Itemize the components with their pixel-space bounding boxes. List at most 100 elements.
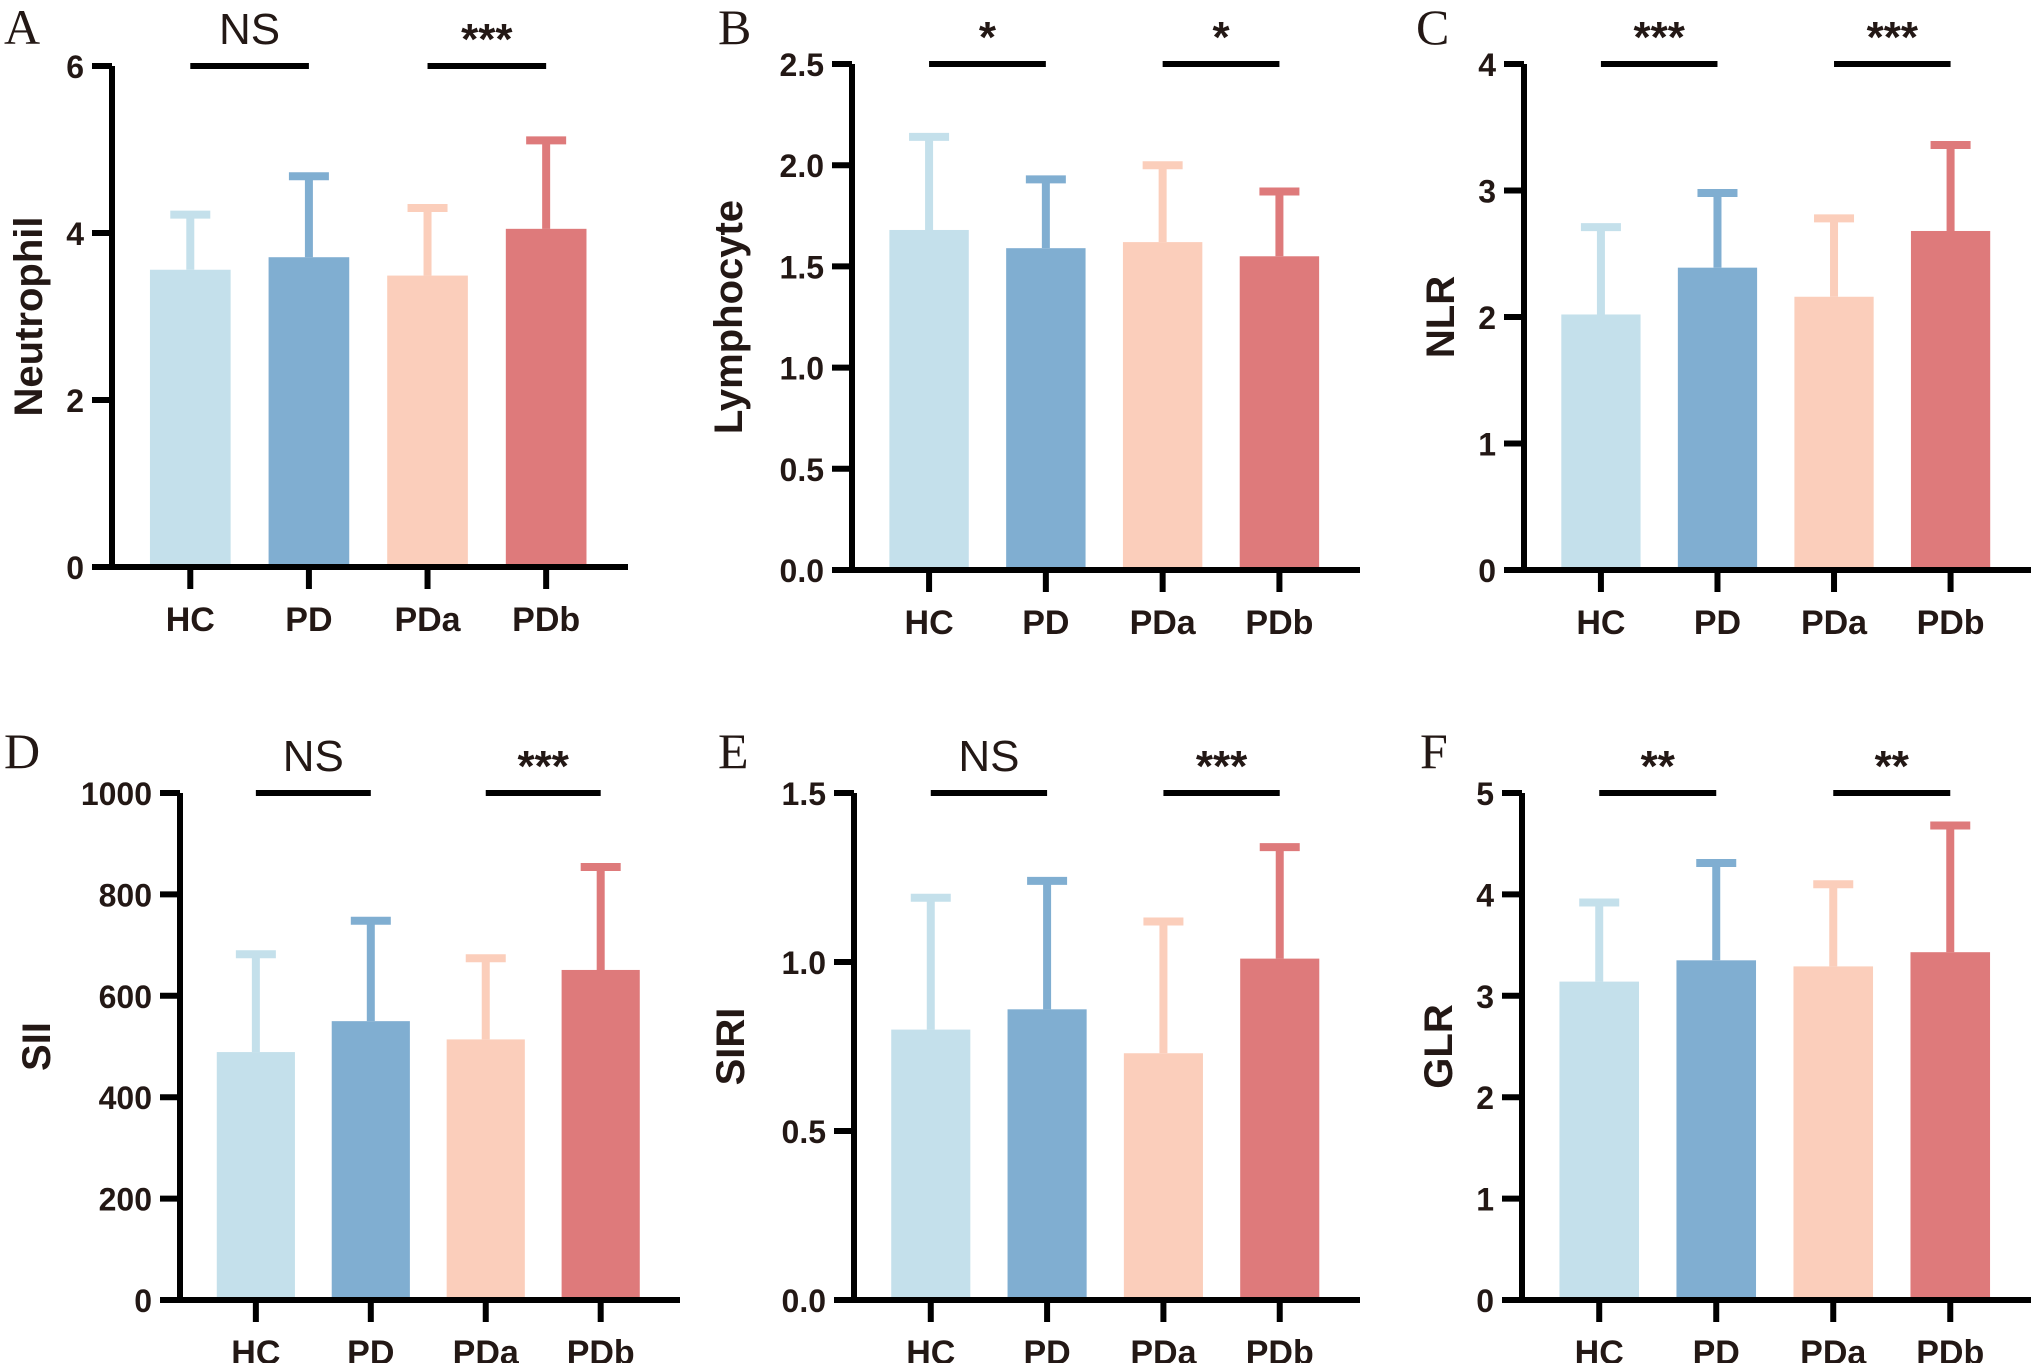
panel-letter: F xyxy=(1420,723,1448,779)
y-tick-label: 0.0 xyxy=(782,1283,826,1319)
y-tick-label: 200 xyxy=(99,1182,152,1218)
panel-e: E 0.0 0.5 1.0 1.5 HC PD PDa PDb SIRI NS *** xyxy=(709,723,1360,1363)
y-tick-label: 400 xyxy=(99,1080,152,1116)
bar-pd xyxy=(1006,248,1086,570)
bar-pdb xyxy=(561,969,640,1300)
panel-letter: E xyxy=(718,723,749,779)
x-tick-label: PDb xyxy=(1246,1334,1314,1363)
y-tick-label: 0.0 xyxy=(780,553,824,589)
x-tick-label: PDa xyxy=(1130,1334,1197,1363)
y-tick-label: 1.5 xyxy=(780,249,824,285)
x-tick-label: PD xyxy=(347,1334,394,1363)
panel-letter: C xyxy=(1416,0,1449,55)
y-tick-label: 0 xyxy=(134,1283,152,1319)
x-tick-label: HC xyxy=(905,604,954,642)
bar-pd xyxy=(1677,267,1758,570)
bar-hc xyxy=(1559,981,1640,1300)
y-tick-label: 2 xyxy=(66,383,84,419)
bar-pda xyxy=(1793,966,1874,1300)
y-tick-label: 6 xyxy=(66,49,84,85)
bar-pda xyxy=(446,1039,525,1300)
significance-label: *** xyxy=(518,742,570,791)
bar-pd xyxy=(268,257,350,567)
bar-hc xyxy=(1561,314,1641,570)
y-axis-label: SII xyxy=(15,1022,59,1071)
x-tick-label: PDa xyxy=(453,1334,520,1363)
x-tick-label: HC xyxy=(1576,604,1625,642)
y-tick-label: 5 xyxy=(1476,776,1494,812)
significance-label: * xyxy=(1212,13,1230,62)
panel-letter: A xyxy=(4,0,40,55)
x-tick-label: HC xyxy=(1575,1334,1624,1363)
bar-pda xyxy=(387,275,468,567)
bar-hc xyxy=(216,1052,295,1300)
x-tick-label: PD xyxy=(1694,604,1741,642)
panel-f: F 0 1 2 3 4 5 HC PD PDa PDb GLR ** ** xyxy=(1417,723,2031,1363)
y-tick-label: 0 xyxy=(1478,553,1496,589)
significance-label: NS xyxy=(958,732,1019,781)
bar-pda xyxy=(1123,1053,1203,1300)
y-tick-label: 0.5 xyxy=(780,452,824,488)
y-tick-label: 0 xyxy=(66,550,84,586)
x-tick-label: PDb xyxy=(1917,604,1985,642)
bar-pd xyxy=(1007,1009,1087,1300)
x-tick-label: PDa xyxy=(1130,604,1197,642)
y-axis-label: SIRI xyxy=(709,1008,753,1086)
panel-letter: B xyxy=(718,0,751,55)
significance-label: *** xyxy=(1196,742,1248,791)
x-tick-label: HC xyxy=(906,1334,955,1363)
bar-pd xyxy=(1676,960,1757,1300)
y-tick-label: 2 xyxy=(1476,1080,1494,1116)
y-axis-label: Neutrophil xyxy=(7,217,51,417)
bar-hc xyxy=(891,1029,971,1300)
y-axis-label: Lymphocyte xyxy=(707,200,751,434)
bar-pdb xyxy=(1910,230,1991,571)
y-tick-label: 2.0 xyxy=(780,148,824,184)
significance-label: *** xyxy=(1634,13,1686,62)
x-tick-label: PD xyxy=(1693,1334,1740,1363)
panel-b: B 0.0 0.5 1.0 1.5 2.0 2.5 HC PD PDa PDb Lymphocyte *… xyxy=(707,0,1360,642)
y-tick-label: 1 xyxy=(1478,427,1496,463)
significance-label: NS xyxy=(283,732,344,781)
bar-pd xyxy=(331,1021,410,1300)
x-tick-label: PDa xyxy=(1801,604,1868,642)
y-tick-label: 0.5 xyxy=(782,1114,826,1150)
bar-pda xyxy=(1122,242,1203,570)
y-tick-label: 1 xyxy=(1476,1182,1494,1218)
significance-label: ** xyxy=(1641,742,1676,791)
bar-pda xyxy=(1794,296,1874,570)
bar-pdb xyxy=(505,228,587,567)
y-tick-label: 1.0 xyxy=(780,351,824,387)
x-tick-label: PDb xyxy=(512,601,580,639)
bar-hc xyxy=(149,269,231,567)
y-tick-label: 3 xyxy=(1478,174,1496,210)
bar-pdb xyxy=(1240,958,1320,1300)
bar-hc xyxy=(889,229,969,570)
bar-pdb xyxy=(1239,256,1320,570)
significance-label: *** xyxy=(461,15,513,64)
y-tick-label: 4 xyxy=(66,216,84,252)
y-axis-label: GLR xyxy=(1417,1004,1461,1089)
y-tick-label: 600 xyxy=(99,979,152,1015)
x-tick-label: PD xyxy=(1022,604,1069,642)
y-tick-label: 3 xyxy=(1476,979,1494,1015)
y-tick-label: 0 xyxy=(1476,1283,1494,1319)
x-tick-label: HC xyxy=(166,601,215,639)
x-tick-label: PDb xyxy=(567,1334,635,1363)
bar-pdb xyxy=(1910,952,1991,1300)
y-axis-label: NLR xyxy=(1419,276,1463,358)
y-tick-label: 1000 xyxy=(81,776,152,812)
y-tick-label: 800 xyxy=(99,877,152,913)
x-tick-label: PD xyxy=(285,601,332,639)
x-tick-label: HC xyxy=(231,1334,280,1363)
y-tick-label: 4 xyxy=(1476,877,1494,913)
panel-letter: D xyxy=(4,723,40,779)
significance-label: NS xyxy=(219,5,280,54)
x-tick-label: PDa xyxy=(1800,1334,1867,1363)
panel-d: D 0 200 400 600 800 1000 HC PD PDa PDb SII NS *** xyxy=(4,723,680,1363)
y-tick-label: 2 xyxy=(1478,300,1496,336)
significance-label: *** xyxy=(1867,13,1919,62)
y-tick-label: 4 xyxy=(1478,47,1496,83)
x-tick-label: PDa xyxy=(394,601,461,639)
